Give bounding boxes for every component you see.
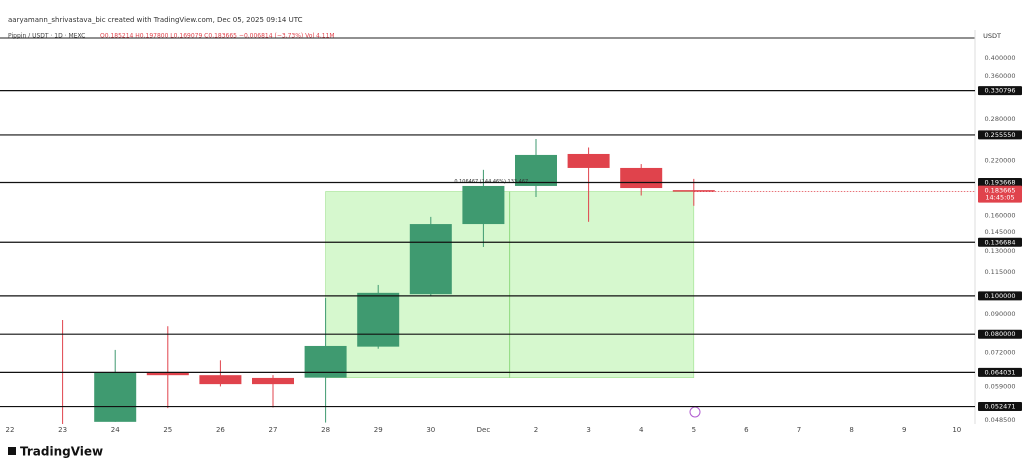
currency: USDT bbox=[983, 32, 1001, 40]
price-label: 0.080000 bbox=[984, 330, 1015, 338]
x-tick-label: 3 bbox=[586, 426, 590, 434]
x-tick-label: 6 bbox=[744, 426, 749, 434]
ohlc: O0.185214 H0.197800 L0.169079 C0.183665 … bbox=[100, 33, 335, 40]
x-tick-label: 23 bbox=[58, 426, 67, 434]
candle-body bbox=[199, 375, 242, 385]
y-tick-label: 0.130000 bbox=[984, 247, 1015, 255]
x-tick-label: 30 bbox=[426, 426, 435, 434]
y-tick-label: 0.220000 bbox=[984, 157, 1015, 165]
x-tick-label: 28 bbox=[321, 426, 330, 434]
x-tick-label: 4 bbox=[639, 426, 644, 434]
price-label-box bbox=[978, 329, 1022, 339]
y-tick-label: 0.115000 bbox=[984, 268, 1015, 276]
price-label-box bbox=[978, 402, 1022, 412]
x-tick-label: 27 bbox=[269, 426, 278, 434]
x-tick-label: 9 bbox=[902, 426, 906, 434]
x-tick-label: 22 bbox=[6, 426, 15, 434]
price-label: 0.136684 bbox=[984, 238, 1015, 246]
x-tick-label: 2 bbox=[534, 426, 538, 434]
price-label-box bbox=[978, 86, 1022, 96]
x-tick-label: 24 bbox=[111, 426, 120, 434]
y-tick-label: 0.090000 bbox=[984, 310, 1015, 318]
y-tick-label: 0.145000 bbox=[984, 228, 1015, 236]
price-label-box bbox=[978, 367, 1022, 377]
price-label: 0.100000 bbox=[984, 292, 1015, 300]
price-label: 0.052471 bbox=[984, 403, 1015, 411]
candle-body bbox=[357, 292, 400, 347]
y-tick-label: 0.072000 bbox=[984, 348, 1015, 356]
candle-body bbox=[515, 154, 557, 186]
candle-body bbox=[146, 372, 189, 376]
price-label-box bbox=[978, 237, 1022, 247]
plot bbox=[62, 138, 715, 424]
price-label-box bbox=[978, 177, 1022, 187]
x-tick-label: 5 bbox=[692, 426, 696, 434]
header: aaryamann_shrivastava_bic created with T… bbox=[8, 16, 303, 24]
symbol: Pippin / USDT · 1D · MEXC bbox=[8, 33, 85, 40]
candle-body bbox=[462, 185, 505, 225]
candle-body bbox=[409, 224, 452, 295]
footer: TradingView bbox=[20, 445, 103, 459]
candle-body bbox=[94, 372, 137, 422]
x-tick-label: 7 bbox=[797, 426, 801, 434]
x-tick-label: Dec bbox=[477, 426, 491, 434]
x-tick-label: 8 bbox=[849, 426, 853, 434]
y-tick-label: 0.360000 bbox=[984, 72, 1015, 80]
price-label: 0.193668 bbox=[984, 178, 1015, 186]
x-tick-label: 29 bbox=[374, 426, 383, 434]
price-label-box bbox=[978, 291, 1022, 301]
candle-body bbox=[620, 167, 663, 189]
candle-body bbox=[252, 377, 294, 385]
candle-body bbox=[672, 190, 715, 192]
y-tick-label: 0.400000 bbox=[984, 54, 1015, 62]
logo: TradingView bbox=[8, 445, 103, 459]
price-label: 0.330796 bbox=[984, 87, 1015, 95]
countdown-label: 14:45:05 bbox=[985, 194, 1014, 202]
x-tick-label: 10 bbox=[952, 426, 961, 434]
candle-body bbox=[567, 153, 610, 168]
price-label: 0.064031 bbox=[984, 368, 1015, 376]
price-label-box bbox=[978, 130, 1022, 140]
last-price-label: 0.183665 bbox=[984, 187, 1015, 195]
y-tick-label: 0.048500 bbox=[984, 416, 1015, 424]
x-tick-label: 26 bbox=[216, 426, 225, 434]
price-label: 0.255550 bbox=[984, 131, 1015, 139]
y-tick-label: 0.280000 bbox=[984, 115, 1015, 123]
event-icon bbox=[689, 406, 701, 418]
y-tick-label: 0.160000 bbox=[984, 211, 1015, 219]
y-tick-label: 0.059000 bbox=[984, 382, 1015, 390]
x-tick-label: 25 bbox=[163, 426, 172, 434]
last-price-box bbox=[978, 185, 1022, 203]
